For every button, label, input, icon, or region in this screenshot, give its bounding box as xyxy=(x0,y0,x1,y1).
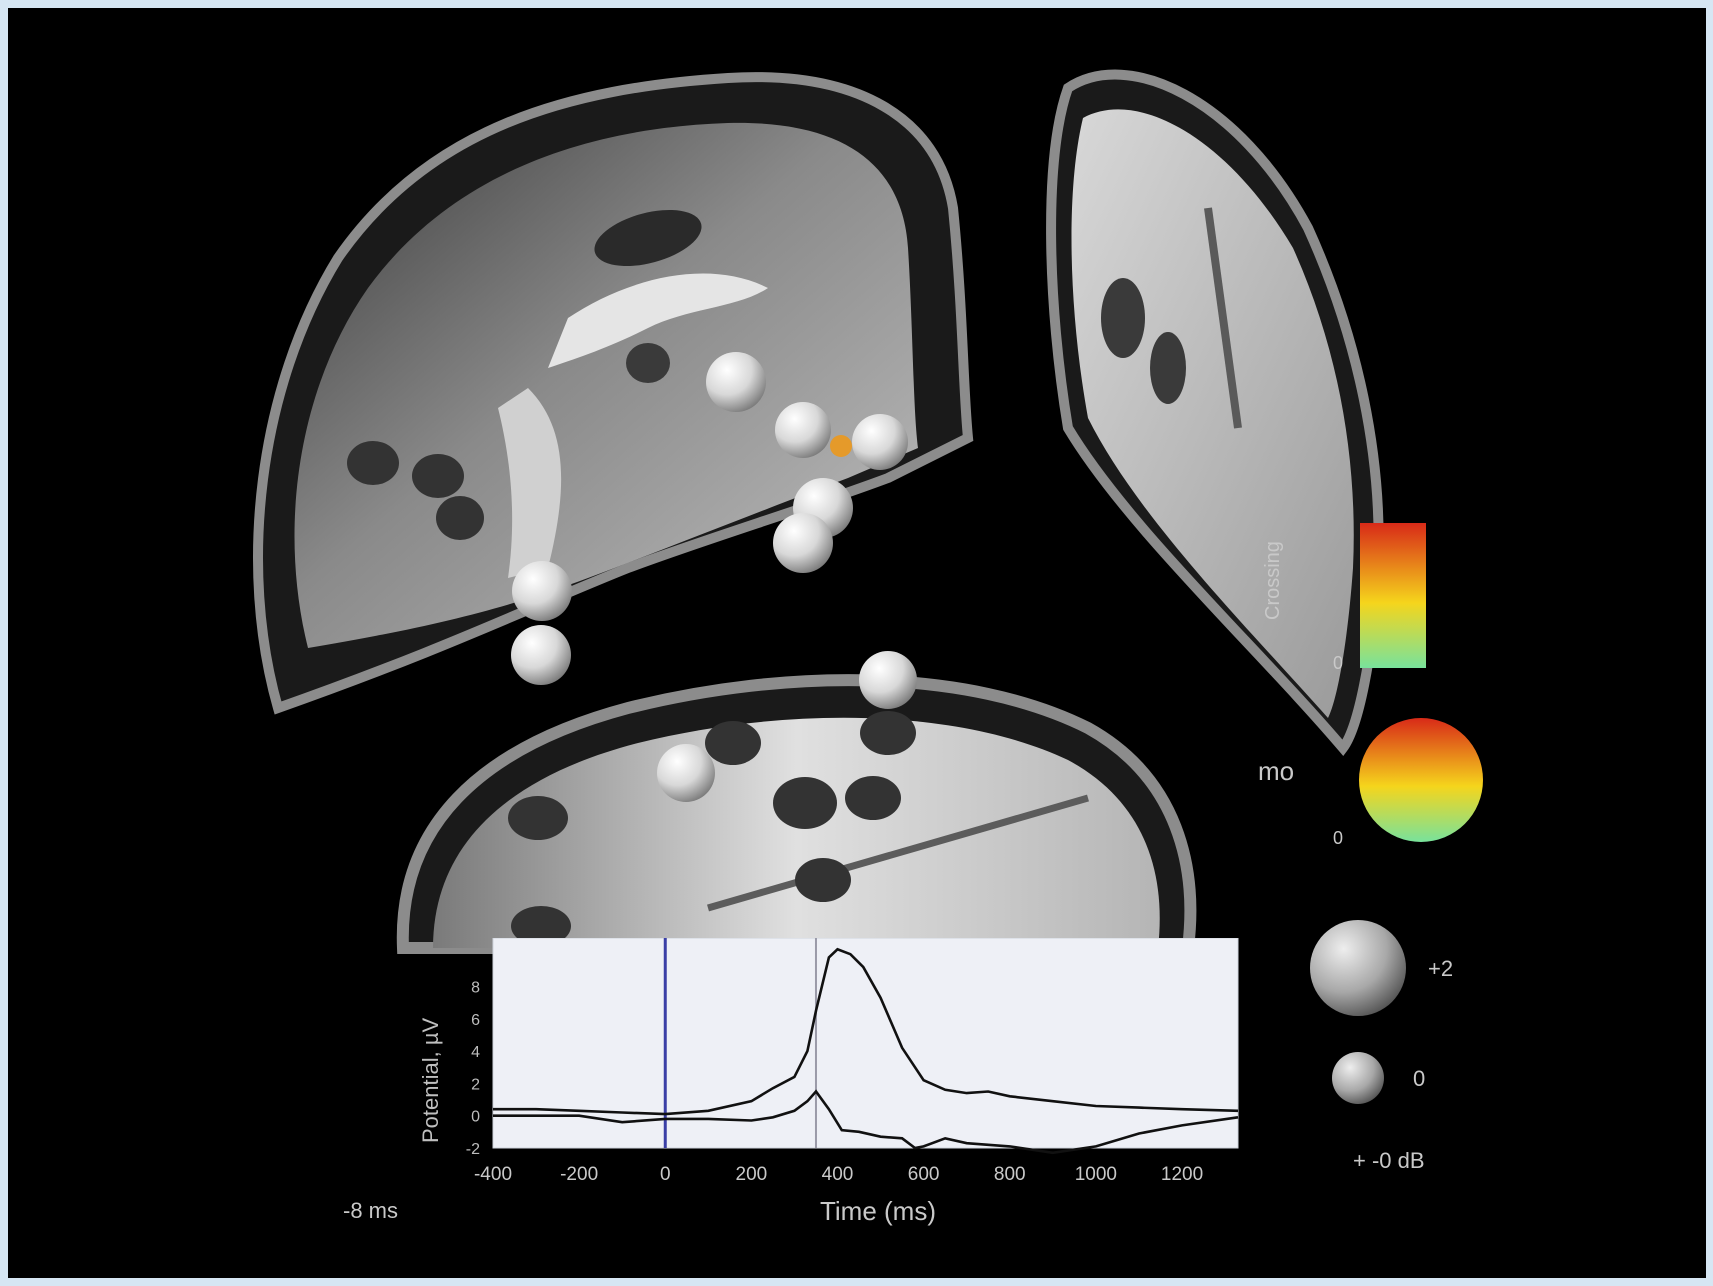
dipole-sphere xyxy=(773,513,833,573)
sagittal-slice xyxy=(253,72,974,715)
x-tick-label: 1200 xyxy=(1161,1164,1203,1185)
size-legend-neg-label: + -0 dB xyxy=(1353,1148,1425,1173)
y-tick-label: -2 xyxy=(466,1141,480,1158)
x-tick-label: -400 xyxy=(474,1164,512,1185)
y-tick-label: 4 xyxy=(471,1044,480,1061)
dipole-sphere xyxy=(511,625,571,685)
y-tick-label: 2 xyxy=(471,1076,480,1093)
erp-chart: -400 -200 0 200 400 600 800 1000 1200 -2 0 2 4 6 8 Pot… xyxy=(418,938,1239,1226)
left-time-label: -8 ms xyxy=(343,1198,398,1223)
x-tick-label: 600 xyxy=(908,1164,940,1185)
sphere-legend-label: mo xyxy=(1258,756,1295,786)
series-line-1 xyxy=(493,947,1239,1116)
dipole-sphere xyxy=(706,352,766,412)
size-legend-large-label: +2 xyxy=(1428,956,1454,981)
dipole-sphere xyxy=(657,744,715,802)
x-tick-label: 400 xyxy=(822,1164,854,1185)
size-legend-large-sphere xyxy=(1310,920,1406,1016)
image-frame: -8 ms Crossing 0 mo 0 +2 0 + -0 dB -400-… xyxy=(8,8,1706,1278)
dipole-sphere xyxy=(859,651,917,709)
axial-slice xyxy=(396,674,1197,954)
color-scale-bar xyxy=(1360,523,1426,668)
y-tick-label: 0 xyxy=(471,1109,480,1126)
dipole-sphere xyxy=(775,402,831,458)
x-tick-label: 0 xyxy=(660,1164,671,1185)
x-tick-label: 1000 xyxy=(1075,1164,1117,1185)
y-axis-title: Potential, µV xyxy=(418,1017,443,1143)
coronal-slice xyxy=(1046,69,1384,757)
x-tick-label: 800 xyxy=(994,1164,1026,1185)
y-tick-label: 8 xyxy=(471,979,480,996)
size-legend-small-sphere xyxy=(1332,1052,1384,1104)
x-tick-label: 200 xyxy=(736,1164,768,1185)
colorbar-zero-label: 0 xyxy=(1333,653,1344,673)
dipole-sphere xyxy=(852,414,908,470)
series-line-2 xyxy=(493,1089,1239,1155)
color-scale-sphere xyxy=(1359,718,1483,842)
x-tick-label: -200 xyxy=(560,1164,598,1185)
colorbar-axis-label: Crossing xyxy=(1262,541,1284,620)
sphere-legend-zero-label: 0 xyxy=(1333,828,1344,848)
dipole-sphere xyxy=(512,561,572,621)
y-tick-label: 6 xyxy=(471,1012,480,1029)
size-legend-small-label: 0 xyxy=(1413,1066,1426,1091)
brain-scene xyxy=(253,69,1483,1104)
dipole-sphere-active xyxy=(830,435,852,457)
x-axis-title: Time (ms) xyxy=(820,1196,936,1226)
dipole-spheres xyxy=(511,352,917,802)
